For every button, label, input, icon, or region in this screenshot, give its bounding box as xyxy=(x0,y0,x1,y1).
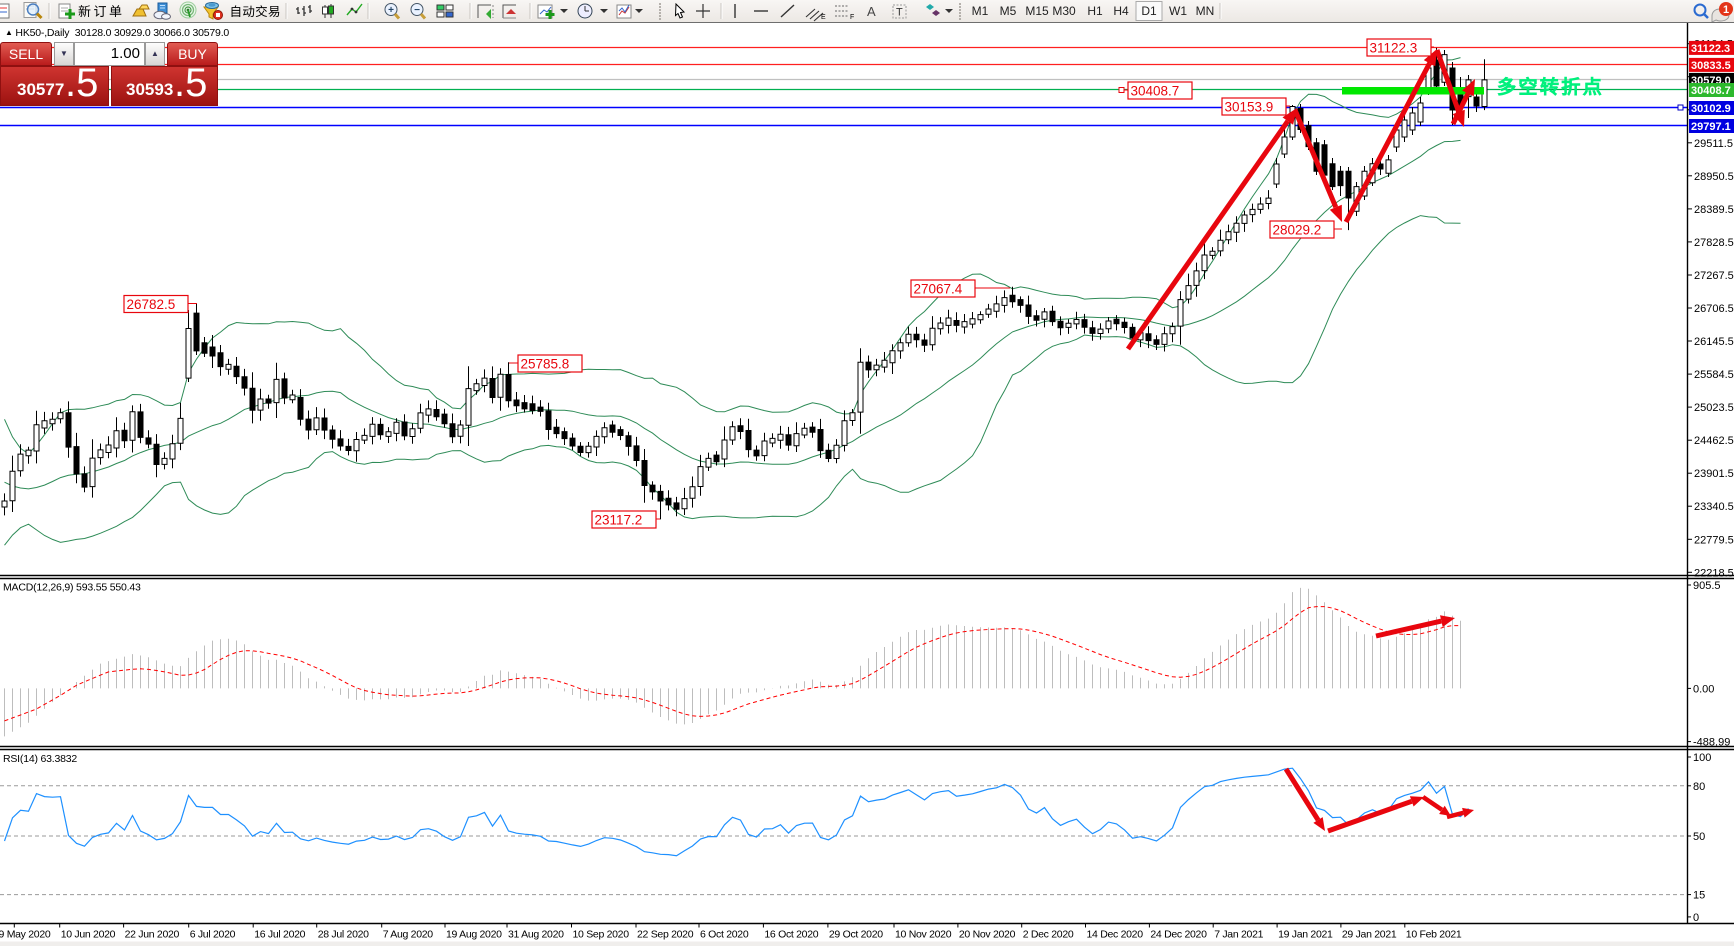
svg-text:23117.2: 23117.2 xyxy=(595,513,643,528)
svg-text:29511.5: 29511.5 xyxy=(1694,138,1733,150)
svg-text:28950.5: 28950.5 xyxy=(1694,171,1734,183)
svg-text:14 Dec 2020: 14 Dec 2020 xyxy=(1087,929,1144,941)
svg-text:28029.2: 28029.2 xyxy=(1273,223,1322,238)
svg-text:15: 15 xyxy=(1693,890,1705,902)
svg-text:22 Sep 2020: 22 Sep 2020 xyxy=(637,929,694,941)
svg-text:10 Jun 2020: 10 Jun 2020 xyxy=(61,929,116,941)
svg-text:19 Aug 2020: 19 Aug 2020 xyxy=(446,929,502,941)
svg-text:−: − xyxy=(414,5,420,16)
svg-text:MN: MN xyxy=(1196,4,1215,18)
svg-text:27828.5: 27828.5 xyxy=(1694,237,1734,249)
svg-text:29797.1: 29797.1 xyxy=(1691,121,1731,133)
svg-text:10 Feb 2021: 10 Feb 2021 xyxy=(1406,929,1462,941)
svg-text:23340.5: 23340.5 xyxy=(1694,501,1734,513)
svg-text:A: A xyxy=(867,4,876,19)
svg-text:22779.5: 22779.5 xyxy=(1694,534,1734,546)
svg-text:22 Jun 2020: 22 Jun 2020 xyxy=(125,929,180,941)
svg-text:1: 1 xyxy=(1723,4,1729,16)
svg-text:24 Dec 2020: 24 Dec 2020 xyxy=(1150,929,1207,941)
svg-text:7 Aug 2020: 7 Aug 2020 xyxy=(383,929,434,941)
svg-text:-488.99: -488.99 xyxy=(1693,737,1730,749)
svg-text:D1: D1 xyxy=(1141,4,1157,18)
svg-text:28389.5: 28389.5 xyxy=(1694,204,1734,216)
svg-text:26706.5: 26706.5 xyxy=(1694,303,1734,315)
svg-text:30833.5: 30833.5 xyxy=(1691,60,1731,72)
svg-text:0.00: 0.00 xyxy=(1693,683,1714,695)
svg-text:24462.5: 24462.5 xyxy=(1694,435,1734,447)
svg-text:30153.9: 30153.9 xyxy=(1225,100,1274,115)
svg-text:27267.5: 27267.5 xyxy=(1694,270,1734,282)
svg-text:0: 0 xyxy=(1693,912,1699,924)
svg-text:M15: M15 xyxy=(1025,4,1049,18)
svg-text:M5: M5 xyxy=(1000,4,1017,18)
svg-text:H4: H4 xyxy=(1113,4,1129,18)
svg-text:19 Jan 2021: 19 Jan 2021 xyxy=(1278,929,1333,941)
svg-text:16 Jul 2020: 16 Jul 2020 xyxy=(254,929,305,941)
svg-text:10 Nov 2020: 10 Nov 2020 xyxy=(895,929,952,941)
svg-text:905.5: 905.5 xyxy=(1693,580,1721,592)
svg-text:23901.5: 23901.5 xyxy=(1694,468,1734,480)
svg-text:6 Oct 2020: 6 Oct 2020 xyxy=(700,929,749,941)
svg-text:31122.3: 31122.3 xyxy=(1370,41,1418,56)
svg-text:E: E xyxy=(821,14,826,21)
svg-text:50: 50 xyxy=(1693,831,1705,843)
svg-text:16 Oct 2020: 16 Oct 2020 xyxy=(764,929,818,941)
svg-text:+: + xyxy=(388,5,394,16)
svg-text:25023.5: 25023.5 xyxy=(1694,402,1734,414)
svg-text:30102.9: 30102.9 xyxy=(1691,103,1731,115)
svg-text:10 Sep 2020: 10 Sep 2020 xyxy=(573,929,630,941)
svg-text:2 Dec 2020: 2 Dec 2020 xyxy=(1023,929,1074,941)
svg-text:7 Jan 2021: 7 Jan 2021 xyxy=(1214,929,1263,941)
svg-text:22218.5: 22218.5 xyxy=(1694,567,1734,579)
svg-text:25785.8: 25785.8 xyxy=(521,357,570,372)
svg-text:26145.5: 26145.5 xyxy=(1694,336,1734,348)
svg-text:20 Nov 2020: 20 Nov 2020 xyxy=(959,929,1016,941)
svg-text:MACD(12,26,9) 593.55 550.43: MACD(12,26,9) 593.55 550.43 xyxy=(3,582,141,594)
svg-text:30408.7: 30408.7 xyxy=(1131,84,1180,99)
svg-text:H1: H1 xyxy=(1087,4,1103,18)
svg-text:M30: M30 xyxy=(1052,4,1076,18)
svg-text:W1: W1 xyxy=(1169,4,1187,18)
svg-text:29 Jan 2021: 29 Jan 2021 xyxy=(1342,929,1397,941)
svg-text:29 Oct 2020: 29 Oct 2020 xyxy=(829,929,883,941)
svg-text:29 May 2020: 29 May 2020 xyxy=(0,929,51,941)
svg-text:6 Jul 2020: 6 Jul 2020 xyxy=(190,929,236,941)
svg-text:30408.7: 30408.7 xyxy=(1691,85,1731,97)
svg-text:RSI(14) 63.3832: RSI(14) 63.3832 xyxy=(3,753,77,765)
svg-text:26782.5: 26782.5 xyxy=(127,297,176,312)
svg-text:31 Aug 2020: 31 Aug 2020 xyxy=(508,929,564,941)
svg-text:100: 100 xyxy=(1693,752,1711,764)
svg-text:80: 80 xyxy=(1693,781,1705,793)
svg-text:27067.4: 27067.4 xyxy=(914,282,963,297)
svg-text:25584.5: 25584.5 xyxy=(1694,369,1734,381)
svg-text:F: F xyxy=(850,14,854,21)
svg-text:28 Jul 2020: 28 Jul 2020 xyxy=(318,929,369,941)
svg-text:M1: M1 xyxy=(972,4,989,18)
svg-text:31122.3: 31122.3 xyxy=(1691,43,1730,55)
svg-text:T: T xyxy=(896,7,903,19)
